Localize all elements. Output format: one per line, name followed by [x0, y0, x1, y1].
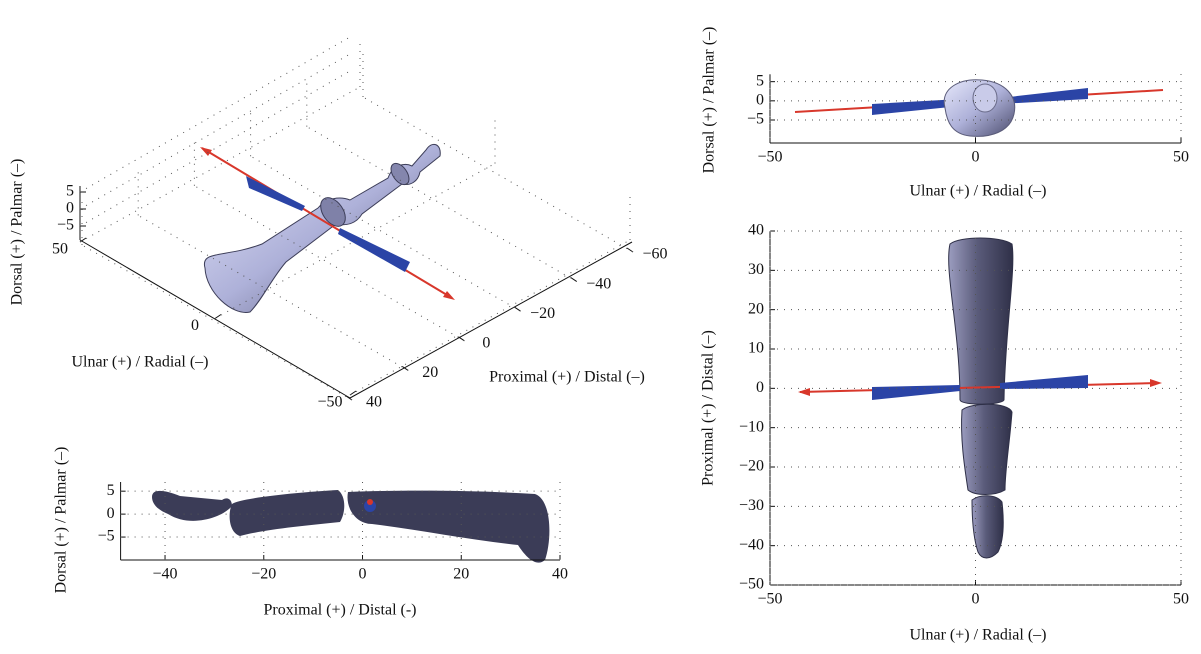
- y-axis-label: Ulnar (+) / Radial (–): [72, 354, 209, 371]
- x-tick-label: 50: [1173, 591, 1189, 608]
- y-tick-label: 20: [748, 300, 764, 317]
- y-tick-label: −20: [739, 458, 764, 475]
- bone-top-view: [798, 238, 1162, 558]
- grid-line: [80, 71, 350, 226]
- bone-side-view: [152, 490, 549, 563]
- y-tick-label: −5: [747, 111, 764, 128]
- grid-line: [80, 54, 350, 209]
- y-tick: [350, 391, 356, 395]
- x-tick-label: 20: [453, 566, 469, 583]
- x-tick-label: −50: [757, 149, 782, 166]
- z-tick-label: −5: [57, 217, 74, 234]
- y-tick-label: −50: [739, 576, 764, 593]
- y-tick-label: 30: [748, 261, 764, 278]
- y-tick-label: 40: [748, 222, 764, 239]
- x-tick-label: −20: [251, 566, 276, 583]
- x-tick-label: −20: [530, 305, 555, 322]
- y-tick-label: −30: [739, 497, 764, 514]
- y-tick-label: −50: [317, 394, 342, 411]
- y-tick-label: 5: [107, 482, 115, 499]
- x-tick-label: 50: [1173, 149, 1189, 166]
- y-axis-label: Dorsal (+) / Palmar (–): [701, 27, 718, 174]
- y-tick-label: −5: [98, 528, 115, 545]
- y-axis-label: Proximal (+) / Distal (–): [700, 330, 717, 486]
- x-axis-label: Proximal (+) / Distal (–): [489, 369, 645, 386]
- y-axis-label: Dorsal (+) / Palmar (–): [53, 447, 70, 594]
- z-axis-label: Dorsal (+) / Palmar (–): [9, 159, 26, 306]
- y-tick-label: 0: [191, 317, 199, 334]
- x-tick-label: −50: [757, 591, 782, 608]
- x-tick-label: 0: [482, 334, 490, 351]
- x-axis-label: Ulnar (+) / Radial (–): [910, 183, 1047, 200]
- x-tick: [346, 396, 352, 400]
- z-tick-label: 5: [66, 183, 74, 200]
- bone-end-view: [795, 80, 1163, 137]
- figure: 40200−20−40−60500−5050−5Proximal (+) / D…: [0, 0, 1201, 654]
- y-tick-label: 0: [756, 379, 764, 396]
- y-tick-label: −10: [739, 418, 764, 435]
- y-tick-label: 50: [52, 241, 68, 258]
- x-tick: [515, 307, 521, 311]
- x-tick-label: 40: [552, 566, 568, 583]
- x-axis-label: Ulnar (+) / Radial (–): [910, 627, 1047, 644]
- y-tick-label: 5: [756, 72, 764, 89]
- x-tick: [627, 248, 633, 252]
- x-tick-label: −60: [642, 246, 667, 263]
- y-tick: [215, 315, 221, 319]
- x-tick-label: 0: [972, 149, 980, 166]
- x-tick: [571, 278, 577, 282]
- x-tick-label: 0: [359, 566, 367, 583]
- y-tick-label: 10: [748, 340, 764, 357]
- x-tick: [458, 337, 464, 341]
- x-tick-label: 0: [972, 591, 980, 608]
- x-tick-label: 20: [422, 364, 438, 381]
- x-tick-label: −40: [586, 275, 611, 292]
- x-axis-label: Proximal (+) / Distal (-): [264, 602, 417, 619]
- y-tick-label: 0: [107, 505, 115, 522]
- grid-line: [80, 37, 350, 192]
- x-tick-label: 40: [366, 394, 382, 411]
- z-tick-label: 0: [66, 200, 74, 217]
- y-tick-label: 0: [756, 92, 764, 109]
- x-tick-label: −40: [153, 566, 178, 583]
- y-tick-label: −40: [739, 536, 764, 553]
